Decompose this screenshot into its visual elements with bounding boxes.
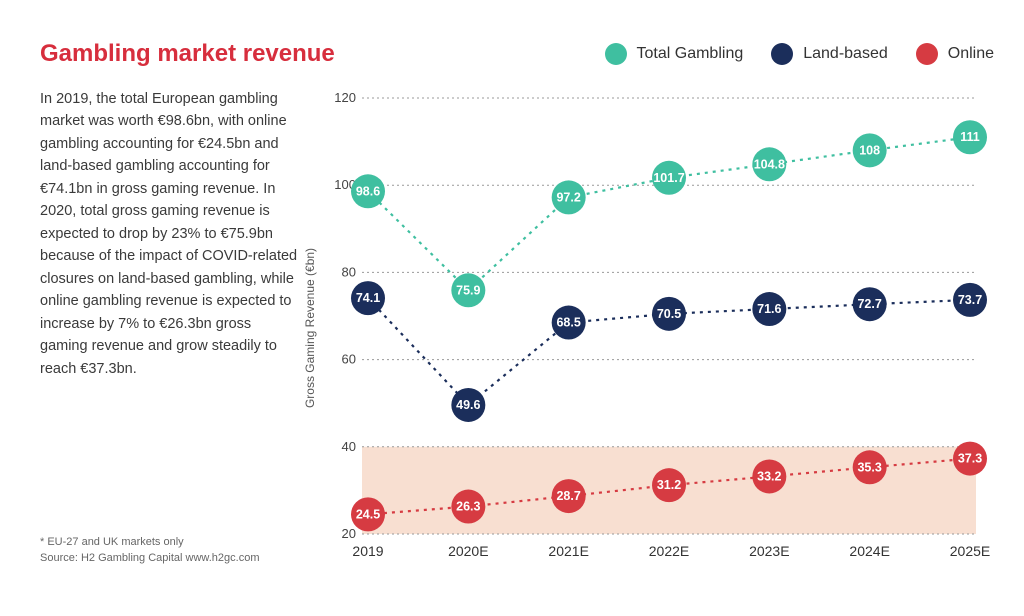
legend-item-total: Total Gambling xyxy=(605,43,744,65)
y-tick-label: 120 xyxy=(334,90,356,105)
y-tick-label: 60 xyxy=(342,352,356,367)
y-tick-label: 80 xyxy=(342,264,356,279)
x-tick-label: 2025E xyxy=(950,543,990,559)
legend-item-online: Online xyxy=(916,43,994,65)
footnote-line2: Source: H2 Gambling Capital www.h2gc.com xyxy=(40,551,300,566)
data-label: 72.7 xyxy=(857,297,881,311)
x-tick-label: 2024E xyxy=(849,543,889,559)
data-label: 24.5 xyxy=(356,507,380,521)
y-axis-label: Gross Gaming Revenue (€bn) xyxy=(303,248,317,408)
data-label: 28.7 xyxy=(556,489,580,503)
y-tick-label: 40 xyxy=(342,439,356,454)
data-label: 37.3 xyxy=(958,452,982,466)
legend-dot-total xyxy=(605,43,627,65)
description-text: In 2019, the total European gambling mar… xyxy=(40,88,300,380)
footnote-line1: * EU-27 and UK markets only xyxy=(40,535,300,550)
data-label: 75.9 xyxy=(456,283,480,297)
data-label: 73.7 xyxy=(958,293,982,307)
footnote: * EU-27 and UK markets only Source: H2 G… xyxy=(40,535,300,566)
y-tick-label: 20 xyxy=(342,526,356,541)
data-label: 31.2 xyxy=(657,478,681,492)
x-tick-label: 2022E xyxy=(649,543,689,559)
data-label: 108 xyxy=(859,143,880,157)
data-label: 49.6 xyxy=(456,398,480,412)
x-tick-label: 2019 xyxy=(352,543,383,559)
legend-label-total: Total Gambling xyxy=(637,45,744,63)
data-label: 70.5 xyxy=(657,307,681,321)
legend-dot-land xyxy=(771,43,793,65)
x-tick-label: 2021E xyxy=(548,543,588,559)
data-label: 98.6 xyxy=(356,184,380,198)
legend-dot-online xyxy=(916,43,938,65)
data-label: 68.5 xyxy=(556,316,580,330)
data-label: 97.2 xyxy=(556,190,580,204)
line-chart: 2040608010012098.675.997.2101.7104.81081… xyxy=(320,88,990,568)
data-label: 35.3 xyxy=(857,460,881,474)
legend-label-online: Online xyxy=(948,45,994,63)
chart-area: Gross Gaming Revenue (€bn) 2040608010012… xyxy=(320,88,994,568)
x-tick-label: 2023E xyxy=(749,543,789,559)
data-label: 26.3 xyxy=(456,500,480,514)
legend: Total Gambling Land-based Online xyxy=(605,43,994,65)
data-label: 101.7 xyxy=(653,171,684,185)
data-label: 33.2 xyxy=(757,469,781,483)
data-label: 74.1 xyxy=(356,291,380,305)
chart-title: Gambling market revenue xyxy=(40,40,335,68)
x-tick-label: 2020E xyxy=(448,543,488,559)
legend-label-land: Land-based xyxy=(803,45,888,63)
legend-item-land: Land-based xyxy=(771,43,888,65)
data-label: 71.6 xyxy=(757,302,781,316)
data-label: 111 xyxy=(960,130,980,144)
data-label: 104.8 xyxy=(754,157,785,171)
